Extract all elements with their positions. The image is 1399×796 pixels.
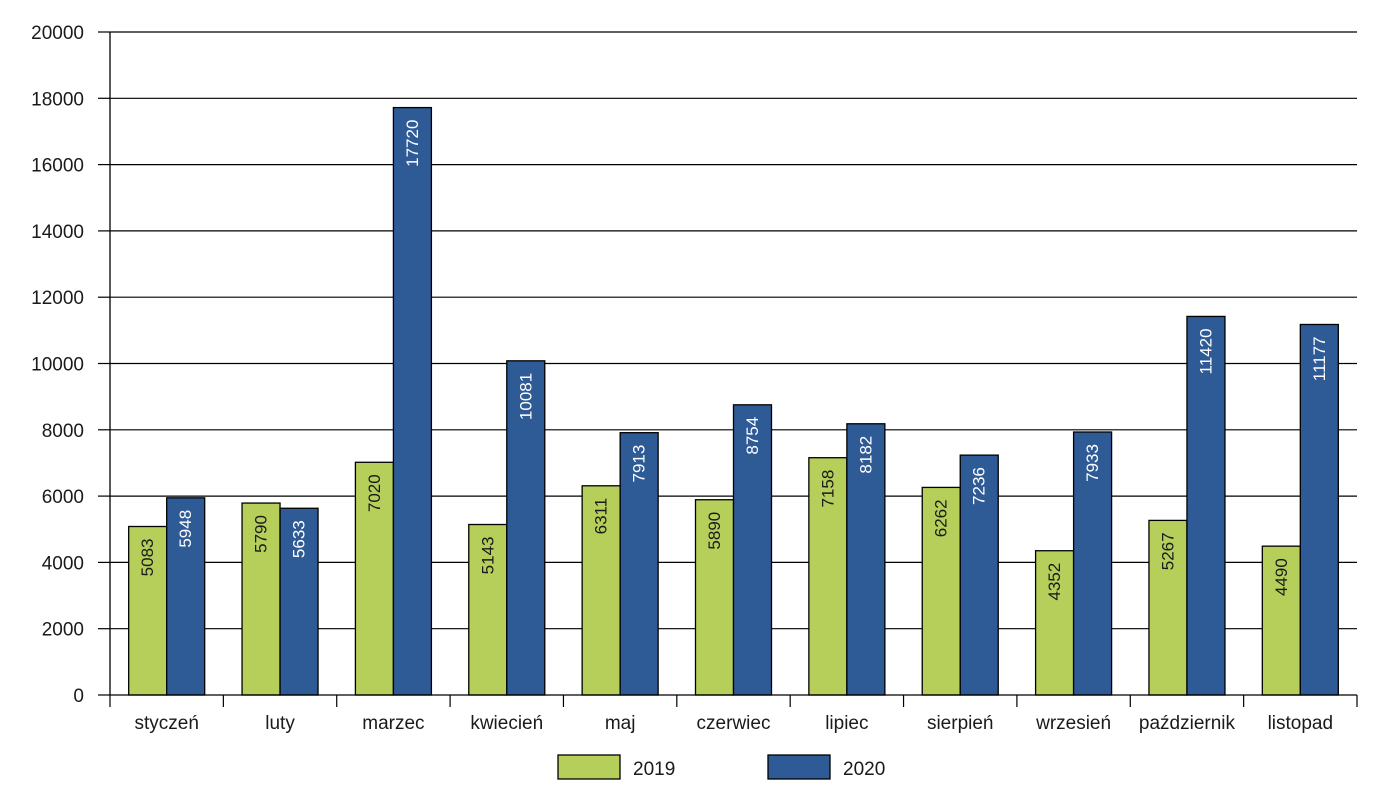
- bar-2019-kwiecień: [468, 523, 508, 696]
- bar-2019-listopad: [1261, 545, 1301, 696]
- y-tick-label: 10000: [31, 355, 84, 376]
- axes: [109, 32, 1357, 696]
- data-label: 8182: [856, 436, 875, 474]
- x-axis-ticks: styczeń luty marzec kwiecień maj czerwiec lipi…: [109, 695, 1358, 734]
- data-label: 7236: [970, 467, 989, 505]
- data-label: 5267: [1158, 532, 1177, 570]
- data-label: 11177: [1310, 336, 1329, 381]
- bar-2019-marzec: [354, 461, 395, 696]
- y-tick-label: 14000: [31, 222, 84, 243]
- data-label: 7933: [1083, 444, 1102, 482]
- x-tick-label: lipiec: [825, 713, 868, 734]
- data-label: 10081: [516, 373, 535, 420]
- y-tick-label: 18000: [31, 89, 84, 110]
- data-label: 5083: [138, 538, 157, 576]
- y-tick-label: 16000: [31, 156, 84, 177]
- data-label: 5143: [478, 537, 497, 575]
- y-tick-label: 2000: [42, 620, 84, 641]
- data-label: 5890: [705, 512, 724, 550]
- data-label: 5948: [176, 510, 195, 548]
- legend-label-2020: 2020: [843, 759, 885, 780]
- data-label: 7913: [630, 445, 649, 483]
- bar-2020-maj: [619, 432, 659, 696]
- data-label: 5790: [252, 515, 271, 553]
- bar-2020-luty: [279, 507, 319, 696]
- legend-swatch-2019: [557, 754, 621, 780]
- y-axis-ticks: 0 2000 4000 6000 8000 10000 12000 14000 16000 180…: [31, 23, 110, 707]
- x-tick-label: sierpień: [927, 713, 994, 734]
- data-label: 7020: [365, 474, 384, 512]
- y-tick-label: 6000: [42, 487, 84, 508]
- data-label: 4352: [1045, 563, 1064, 601]
- x-tick-label: styczeń: [134, 713, 198, 734]
- data-label: 6311: [592, 498, 611, 535]
- legend: 2019 2020: [557, 754, 885, 780]
- legend-swatch-2020: [767, 754, 831, 780]
- data-labels: 5083 5790 7020 5143 6311 5890 7158 6262 4352 5267…: [138, 120, 1329, 601]
- y-tick-label: 0: [73, 686, 84, 707]
- x-tick-label: listopad: [1268, 713, 1334, 734]
- x-tick-label: maj: [605, 713, 636, 734]
- bar-2020-marzec: [392, 106, 433, 696]
- x-tick-label: czerwiec: [697, 713, 771, 734]
- y-tick-label: 8000: [42, 421, 84, 442]
- data-label: 8754: [743, 417, 762, 455]
- y-tick-label: 4000: [42, 553, 84, 574]
- x-tick-label: październik: [1139, 713, 1236, 734]
- x-tick-label: wrzesień: [1035, 713, 1111, 734]
- bar-2020-lipiec: [846, 423, 886, 696]
- data-label: 17720: [403, 120, 422, 167]
- data-label: 6262: [932, 499, 951, 537]
- y-tick-label: 20000: [31, 23, 84, 44]
- bars: [128, 106, 1339, 696]
- bar-2019-maj: [581, 485, 621, 696]
- data-label: 5633: [290, 520, 309, 558]
- data-label: 7158: [818, 470, 837, 508]
- bar-2019-sierpień: [921, 486, 961, 696]
- bar-2020-czerwiec: [732, 404, 773, 696]
- bar-2020-październik: [1186, 315, 1226, 696]
- bar-2020-styczeń: [166, 497, 206, 696]
- data-label: 11420: [1196, 328, 1215, 374]
- legend-label-2019: 2019: [633, 759, 675, 780]
- bar-2020-kwiecień: [506, 360, 546, 696]
- x-tick-label: luty: [265, 713, 295, 734]
- data-label: 4490: [1272, 558, 1291, 596]
- bar-2020-sierpień: [959, 454, 999, 696]
- y-tick-label: 12000: [31, 288, 84, 309]
- x-tick-label: kwiecień: [470, 713, 543, 734]
- x-tick-label: marzec: [362, 713, 424, 734]
